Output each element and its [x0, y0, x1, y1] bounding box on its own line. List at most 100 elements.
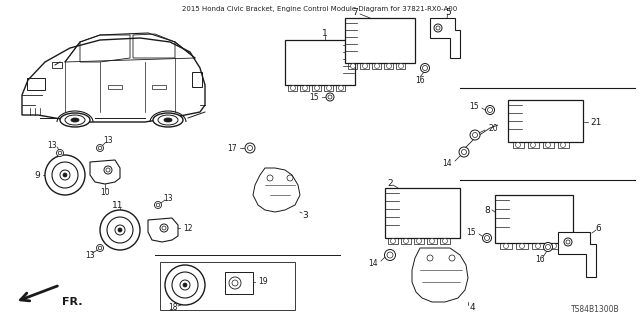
Bar: [440, 238, 450, 244]
Ellipse shape: [164, 118, 172, 122]
Circle shape: [385, 250, 396, 260]
Circle shape: [459, 147, 469, 157]
Bar: [152, 85, 166, 89]
Circle shape: [183, 283, 187, 287]
Ellipse shape: [153, 113, 183, 127]
Bar: [500, 243, 512, 249]
Circle shape: [504, 244, 509, 249]
Bar: [345, 18, 415, 63]
Bar: [27, 78, 45, 90]
Bar: [532, 243, 544, 249]
Polygon shape: [148, 218, 178, 242]
Text: 18: 18: [168, 303, 178, 313]
Circle shape: [536, 244, 541, 249]
Text: 4: 4: [470, 303, 476, 313]
Polygon shape: [90, 160, 120, 184]
Circle shape: [420, 63, 429, 73]
Circle shape: [470, 130, 480, 140]
Bar: [543, 142, 554, 148]
Bar: [52, 62, 62, 68]
Bar: [348, 63, 357, 69]
Circle shape: [417, 238, 422, 244]
Bar: [285, 40, 355, 85]
Bar: [300, 85, 309, 91]
Circle shape: [291, 85, 296, 91]
Bar: [513, 142, 524, 148]
Bar: [528, 142, 539, 148]
Bar: [414, 238, 424, 244]
Text: 16: 16: [535, 255, 545, 265]
Text: 14: 14: [369, 259, 378, 268]
Circle shape: [399, 63, 403, 68]
Circle shape: [118, 228, 122, 232]
Bar: [558, 142, 569, 148]
Text: 21: 21: [590, 117, 602, 126]
Circle shape: [160, 224, 168, 232]
Text: 19: 19: [258, 277, 268, 286]
Text: 2: 2: [387, 179, 393, 188]
Bar: [401, 238, 411, 244]
Bar: [288, 85, 297, 91]
Bar: [396, 63, 405, 69]
Bar: [108, 85, 122, 89]
Text: 11: 11: [112, 201, 124, 210]
Text: 12: 12: [183, 223, 193, 233]
Text: 1: 1: [322, 28, 328, 37]
Bar: [360, 63, 369, 69]
Circle shape: [387, 63, 392, 68]
Text: 16: 16: [415, 76, 425, 84]
Circle shape: [60, 170, 70, 180]
Text: 13: 13: [85, 252, 95, 260]
Circle shape: [287, 175, 293, 181]
Circle shape: [362, 63, 367, 68]
Circle shape: [442, 238, 447, 244]
Bar: [516, 243, 528, 249]
Ellipse shape: [65, 115, 85, 125]
Circle shape: [326, 93, 334, 101]
Text: 6: 6: [595, 223, 601, 233]
Circle shape: [97, 145, 104, 151]
Circle shape: [339, 85, 344, 91]
Circle shape: [97, 244, 104, 252]
Circle shape: [328, 95, 332, 99]
Circle shape: [520, 244, 525, 249]
Bar: [385, 188, 460, 238]
Text: 13: 13: [163, 194, 173, 203]
Circle shape: [552, 244, 557, 249]
Text: 5: 5: [445, 7, 451, 17]
Circle shape: [351, 63, 355, 68]
Ellipse shape: [158, 115, 178, 125]
Polygon shape: [558, 232, 596, 277]
Text: 10: 10: [100, 188, 110, 196]
Circle shape: [56, 149, 63, 156]
Text: 14: 14: [442, 158, 452, 167]
Text: TS84B1300B: TS84B1300B: [572, 306, 620, 315]
Circle shape: [403, 238, 408, 244]
Circle shape: [483, 234, 492, 243]
Text: 13: 13: [47, 140, 57, 149]
Circle shape: [107, 217, 133, 243]
Circle shape: [115, 225, 125, 235]
Circle shape: [267, 175, 273, 181]
Circle shape: [543, 243, 552, 252]
Bar: [384, 63, 393, 69]
Bar: [548, 243, 560, 249]
Circle shape: [434, 24, 442, 32]
Text: 2015 Honda Civic Bracket, Engine Control Module Diagram for 37821-RX0-A00: 2015 Honda Civic Bracket, Engine Control…: [182, 6, 458, 12]
Bar: [324, 85, 333, 91]
Bar: [508, 100, 583, 142]
Text: 15: 15: [467, 228, 476, 236]
Circle shape: [545, 142, 550, 148]
Circle shape: [374, 63, 380, 68]
Bar: [192, 72, 202, 87]
Circle shape: [486, 106, 495, 115]
Text: 13: 13: [103, 135, 113, 145]
Polygon shape: [430, 18, 460, 58]
Circle shape: [63, 173, 67, 177]
Ellipse shape: [71, 118, 79, 122]
Circle shape: [390, 238, 396, 244]
Circle shape: [326, 85, 332, 91]
Circle shape: [165, 265, 205, 305]
Text: 20: 20: [488, 124, 498, 132]
Bar: [388, 238, 398, 244]
